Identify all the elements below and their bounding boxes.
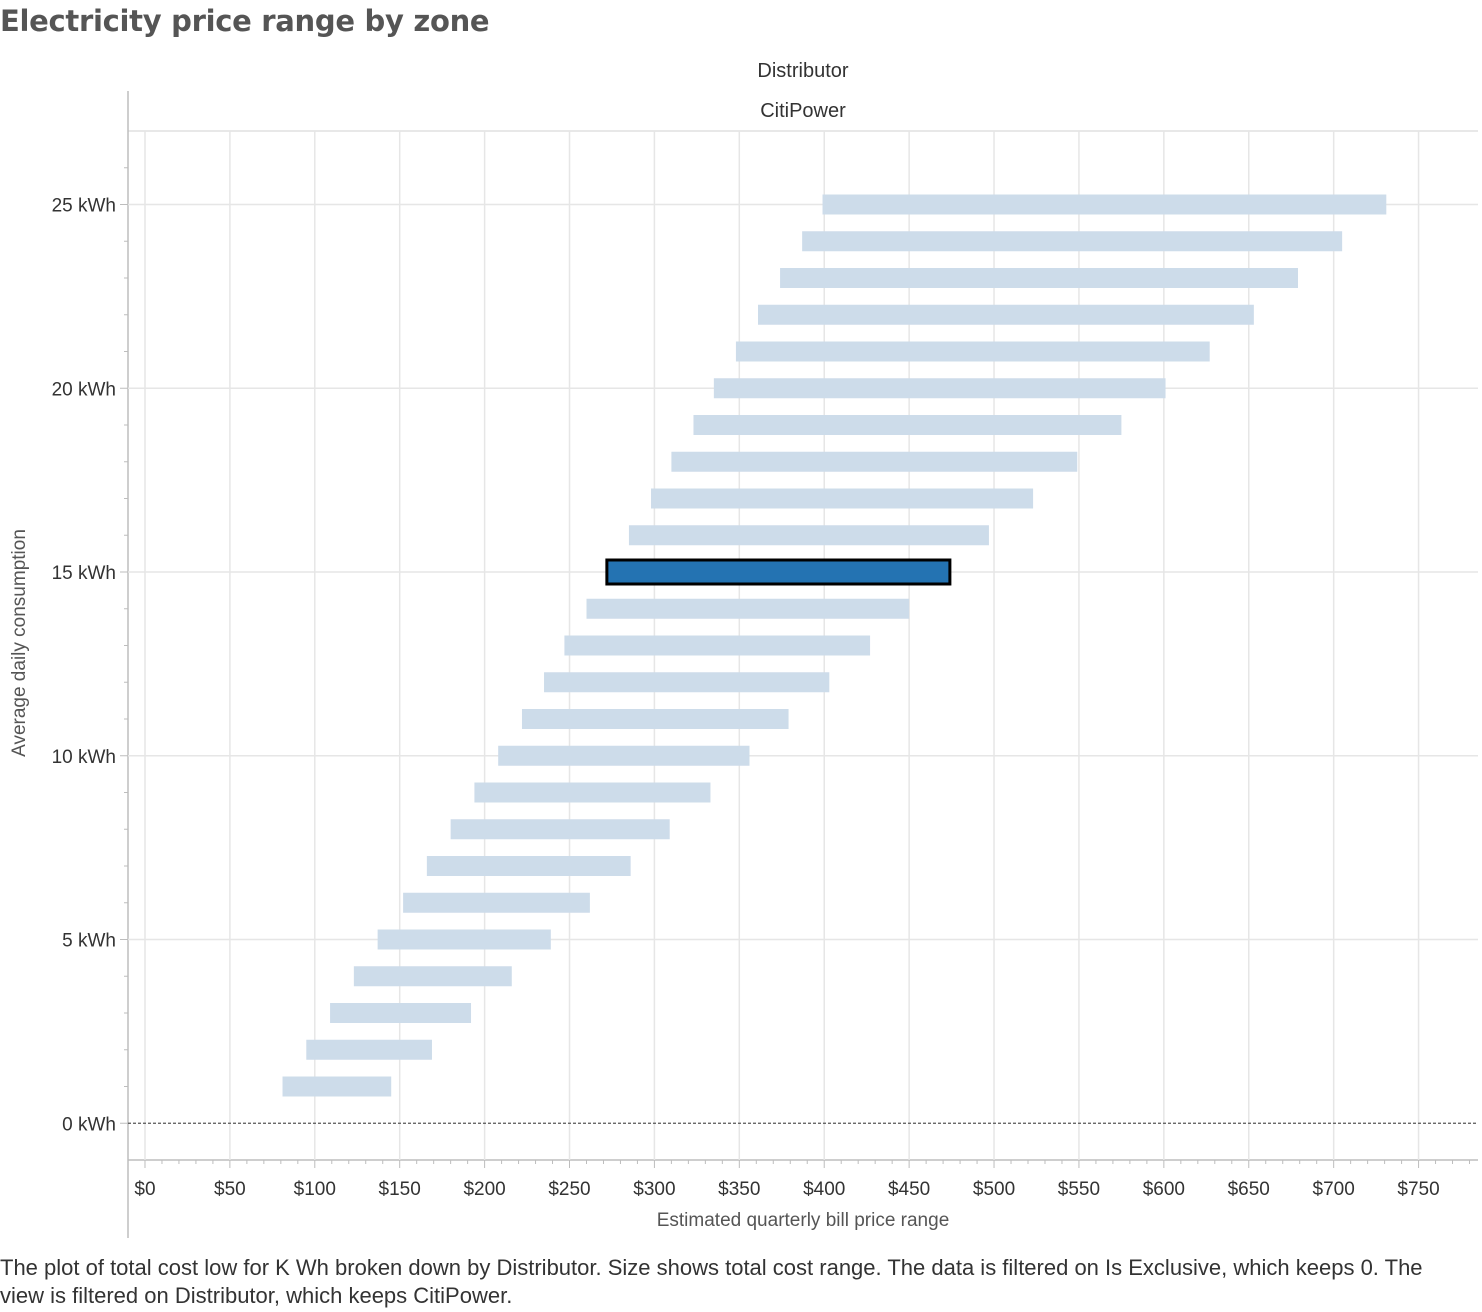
- x-tick-label: $700: [1313, 1179, 1355, 1200]
- x-axis-ticks: $0 $50 $100 $150 $200 $250 $300 $350 $400 $450 $50…: [134, 1160, 1469, 1200]
- range-bar[interactable]: [629, 525, 989, 545]
- x-tick-label: $500: [973, 1179, 1015, 1200]
- range-bar[interactable]: [283, 1077, 392, 1097]
- y-tick-label: 20 kWh: [52, 379, 116, 400]
- x-tick-label: $450: [888, 1179, 930, 1200]
- y-tick-label: 5 kWh: [62, 931, 116, 952]
- range-bar[interactable]: [758, 305, 1254, 325]
- y-axis-title: Average daily consumption: [9, 529, 30, 757]
- range-bar[interactable]: [354, 966, 512, 986]
- range-bar[interactable]: [802, 231, 1342, 251]
- x-tick-label: $300: [633, 1179, 675, 1200]
- y-tick-label: 25 kWh: [52, 196, 116, 217]
- range-bar[interactable]: [330, 1003, 471, 1023]
- x-tick-label: $400: [803, 1179, 845, 1200]
- x-tick-label: $150: [379, 1179, 421, 1200]
- x-tick-label: $650: [1228, 1179, 1270, 1200]
- range-bar[interactable]: [427, 856, 631, 876]
- range-bar[interactable]: [671, 452, 1077, 472]
- range-bar[interactable]: [403, 893, 590, 913]
- range-bar-selected[interactable]: [607, 560, 950, 584]
- range-bar[interactable]: [451, 819, 670, 839]
- range-bar[interactable]: [544, 672, 829, 692]
- range-bar[interactable]: [714, 378, 1166, 398]
- x-tick-label: $0: [134, 1179, 155, 1200]
- range-bar[interactable]: [586, 599, 909, 619]
- x-tick-label: $750: [1397, 1179, 1439, 1200]
- range-bar[interactable]: [651, 489, 1033, 509]
- y-axis-ticks: 0 kWh 5 kWh 10 kWh 15 kWh 20 kWh 25 kWh: [52, 168, 128, 1136]
- x-tick-label: $600: [1143, 1179, 1185, 1200]
- range-bar[interactable]: [780, 268, 1298, 288]
- range-bar[interactable]: [378, 930, 551, 950]
- chart-caption: The plot of total cost low for K Wh brok…: [0, 1254, 1470, 1310]
- x-axis-title: Estimated quarterly bill price range: [657, 1210, 950, 1231]
- range-bar[interactable]: [474, 783, 710, 803]
- x-tick-label: $250: [548, 1179, 590, 1200]
- x-tick-label: $350: [718, 1179, 760, 1200]
- range-bar[interactable]: [306, 1040, 432, 1060]
- y-tick-label: 15 kWh: [52, 563, 116, 584]
- x-tick-label: $550: [1058, 1179, 1100, 1200]
- bars: [283, 195, 1387, 1097]
- range-bar[interactable]: [693, 415, 1121, 435]
- facet-field-label: Distributor: [757, 60, 848, 82]
- y-tick-label: 10 kWh: [52, 747, 116, 768]
- x-tick-label: $200: [463, 1179, 505, 1200]
- x-tick-label: $100: [294, 1179, 336, 1200]
- x-tick-label: $50: [214, 1179, 246, 1200]
- range-bar-chart[interactable]: Distributor CitiPower $0 $50 $100 $150 $200 $…: [0, 0, 1482, 1250]
- range-bar[interactable]: [564, 636, 870, 656]
- range-bar[interactable]: [736, 342, 1210, 362]
- range-bar[interactable]: [498, 746, 749, 766]
- range-bar[interactable]: [823, 195, 1387, 215]
- y-tick-label: 0 kWh: [62, 1114, 116, 1135]
- range-bar[interactable]: [522, 709, 789, 729]
- facet-value-label[interactable]: CitiPower: [760, 100, 846, 122]
